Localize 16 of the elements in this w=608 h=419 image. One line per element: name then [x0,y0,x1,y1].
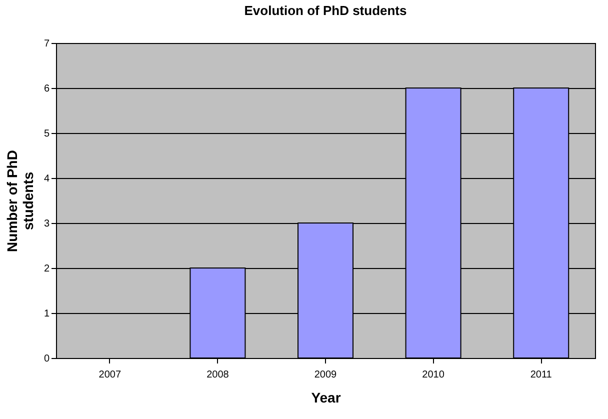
y-tick-label: 4 [44,174,50,184]
y-tick-label: 1 [44,308,50,320]
y-tick-label: 0 [44,354,50,364]
x-tick-label: 2008 [206,370,230,380]
x-tick-label: 2011 [530,370,552,380]
x-tick-label: 2010 [422,370,445,380]
y-tick-label: 6 [44,84,50,94]
y-axis-title: Number of PhD students [4,150,36,252]
y-tick-label: 3 [44,218,50,230]
y-tick-label: 5 [44,128,50,140]
x-tick-label: 2007 [98,370,122,380]
y-tick-label: 2 [44,264,50,274]
x-axis-title: Year [311,390,342,406]
chart-title: Evolution of PhD students [244,3,407,18]
x-tick-label: 2009 [314,370,338,380]
y-tick-label: 7 [44,38,50,50]
